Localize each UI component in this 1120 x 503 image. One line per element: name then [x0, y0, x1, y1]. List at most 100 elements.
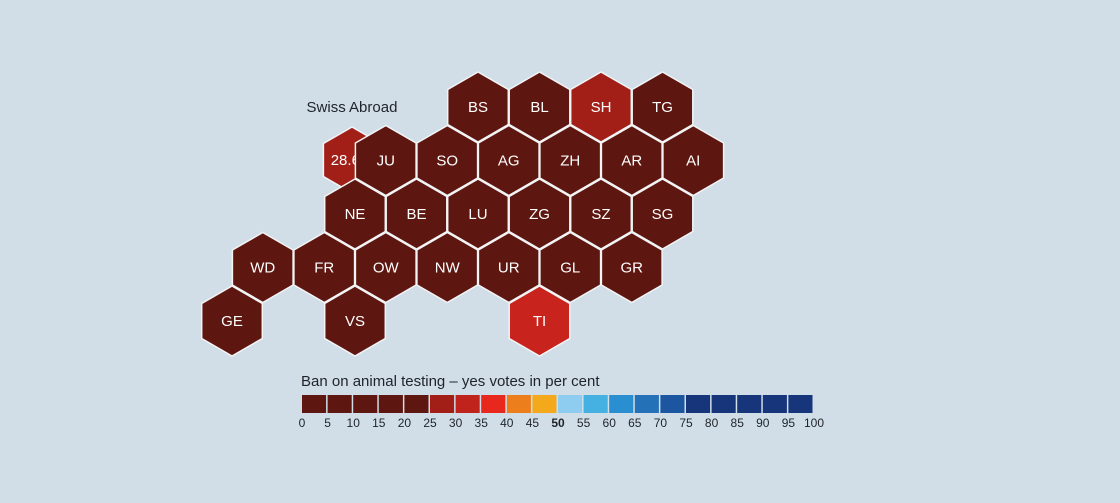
canton-hex-nw[interactable]: NW [416, 231, 479, 304]
canton-label: UR [498, 260, 520, 277]
canton-label: TI [533, 313, 546, 330]
canton-label: AG [498, 153, 520, 170]
canton-hex-shape[interactable] [539, 231, 602, 304]
canton-hex-shape[interactable] [508, 71, 571, 143]
canton-label: BS [468, 99, 488, 116]
canton-hex-sz[interactable]: SZ [569, 178, 633, 250]
legend-swatch [506, 395, 531, 413]
legend-tick-label: 95 [782, 416, 796, 430]
canton-hex-sh[interactable]: SH [569, 71, 633, 143]
canton-hex-ow[interactable]: OW [354, 231, 417, 304]
legend-swatch [711, 395, 736, 413]
canton-label: ZG [529, 206, 550, 223]
canton-label: GR [621, 260, 644, 277]
canton-hex-shape[interactable] [662, 124, 725, 197]
canton-hex-shape[interactable] [231, 231, 294, 304]
canton-hex-bl[interactable]: BL [508, 71, 571, 143]
cantons-group: BS BL SH TG JU SO AG ZH AR AI NE BE LU ZG SZ SG WD FR OW NW… [200, 71, 725, 357]
legend-title: Ban on animal testing – yes votes in per… [301, 373, 600, 390]
canton-hex-shape[interactable] [354, 231, 417, 304]
legend-swatch [737, 395, 762, 413]
canton-hex-shape[interactable] [631, 178, 694, 250]
canton-hex-ti[interactable]: TI [508, 285, 571, 357]
legend-tick-label: 30 [449, 416, 463, 430]
canton-hex-shape[interactable] [508, 285, 571, 357]
canton-label: GL [560, 260, 580, 277]
canton-hex-bs[interactable]: BS [446, 71, 510, 143]
canton-label: BL [530, 99, 548, 116]
legend-swatch [481, 395, 506, 413]
legend-tick-label: 50 [551, 416, 565, 430]
canton-hex-gr[interactable]: GR [600, 231, 663, 304]
legend-tick-label: 35 [475, 416, 489, 430]
canton-label: BE [406, 206, 426, 223]
canton-hex-shape[interactable] [385, 178, 448, 250]
canton-label: TG [652, 99, 673, 116]
canton-hex-shape[interactable] [446, 71, 510, 143]
canton-hex-ur[interactable]: UR [477, 231, 540, 304]
canton-hex-vs[interactable]: VS [323, 285, 387, 357]
legend-swatch [609, 395, 634, 413]
canton-hex-ge[interactable]: GE [200, 285, 264, 357]
canton-label: GE [221, 313, 243, 330]
canton-hex-shape[interactable] [416, 231, 479, 304]
canton-hex-shape[interactable] [600, 124, 663, 197]
canton-label: JU [377, 153, 395, 170]
canton-hex-ai[interactable]: AI [662, 124, 725, 197]
canton-hex-shape[interactable] [508, 178, 571, 250]
legend-swatch [583, 395, 608, 413]
canton-hex-zg[interactable]: ZG [508, 178, 571, 250]
canton-hex-fr[interactable]: FR [293, 231, 356, 304]
legend-swatch [430, 395, 455, 413]
canton-label: SG [652, 206, 674, 223]
canton-label: NW [435, 260, 461, 277]
canton-hex-ne[interactable]: NE [323, 178, 387, 250]
canton-hex-be[interactable]: BE [385, 178, 448, 250]
canton-hex-shape[interactable] [569, 178, 633, 250]
canton-hex-shape[interactable] [323, 178, 387, 250]
legend-swatch [762, 395, 787, 413]
canton-hex-shape[interactable] [477, 124, 540, 197]
canton-hex-shape[interactable] [200, 285, 264, 357]
legend-swatch [532, 395, 557, 413]
canton-hex-shape[interactable] [477, 231, 540, 304]
canton-hex-wd[interactable]: WD [231, 231, 294, 304]
canton-hex-tg[interactable]: TG [631, 71, 694, 143]
legend-tick-label: 10 [347, 416, 361, 430]
canton-hex-ar[interactable]: AR [600, 124, 663, 197]
canton-hex-shape[interactable] [600, 231, 663, 304]
canton-label: SO [436, 153, 458, 170]
canton-label: SH [591, 99, 612, 116]
canton-hex-sg[interactable]: SG [631, 178, 694, 250]
canton-label: AI [686, 153, 700, 170]
canton-hex-shape[interactable] [446, 178, 510, 250]
canton-hex-shape[interactable] [631, 71, 694, 143]
legend-tick-label: 70 [654, 416, 668, 430]
canton-hex-so[interactable]: SO [416, 124, 479, 197]
canton-label: SZ [591, 206, 610, 223]
canton-label: AR [621, 153, 642, 170]
canton-hex-shape[interactable] [293, 231, 356, 304]
legend-tick-label: 45 [526, 416, 540, 430]
canton-label: VS [345, 313, 365, 330]
canton-hex-shape[interactable] [354, 124, 417, 197]
legend-tick-label: 15 [372, 416, 386, 430]
legend-tick-label: 65 [628, 416, 642, 430]
legend-swatch [634, 395, 659, 413]
canton-hex-shape[interactable] [323, 285, 387, 357]
legend-tick-label: 85 [731, 416, 745, 430]
canton-hex-shape[interactable] [416, 124, 479, 197]
canton-hex-zh[interactable]: ZH [539, 124, 602, 197]
canton-hex-gl[interactable]: GL [539, 231, 602, 304]
legend: Ban on animal testing – yes votes in per… [299, 373, 825, 430]
legend-tick-label: 90 [756, 416, 770, 430]
canton-hex-lu[interactable]: LU [446, 178, 510, 250]
legend-tick-label: 100 [804, 416, 824, 430]
legend-tick-label: 60 [603, 416, 617, 430]
canton-hex-shape[interactable] [539, 124, 602, 197]
legend-tick-label: 40 [500, 416, 514, 430]
legend-swatch [378, 395, 403, 413]
canton-hex-ag[interactable]: AG [477, 124, 540, 197]
canton-hex-ju[interactable]: JU [354, 124, 417, 197]
canton-hex-shape[interactable] [569, 71, 633, 143]
